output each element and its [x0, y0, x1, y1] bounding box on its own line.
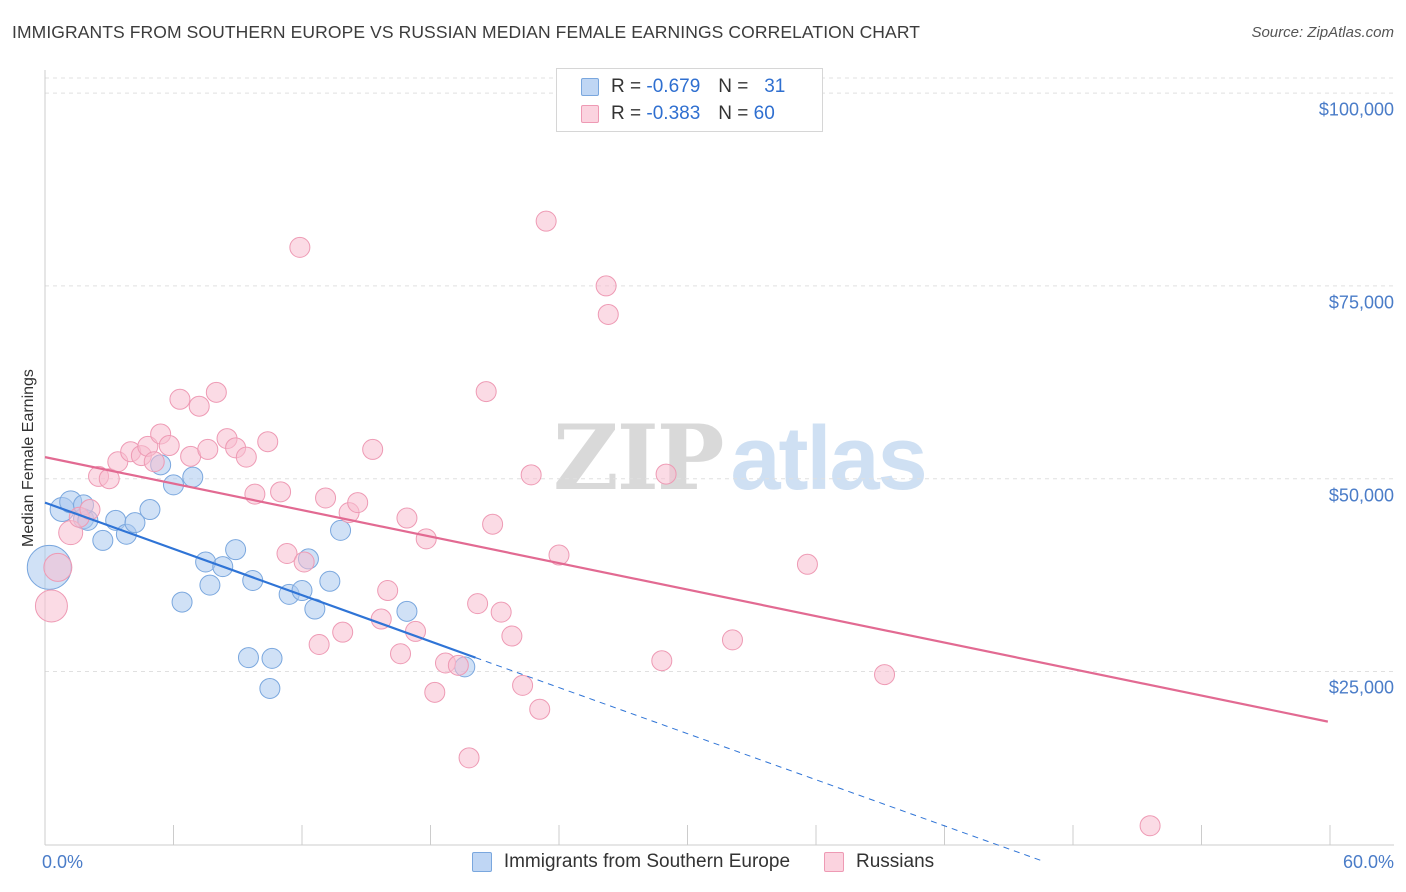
pink-point — [205, 381, 227, 403]
pink-point — [529, 698, 551, 720]
pink-point — [721, 629, 743, 651]
pink-point — [396, 507, 418, 529]
pink-point — [520, 464, 542, 486]
legend-swatch-blue — [581, 78, 599, 96]
pink-point — [257, 431, 279, 453]
legend-n-value: 60 — [753, 103, 775, 124]
y-tick-label: $25,000 — [1328, 677, 1394, 698]
pink-point — [1139, 815, 1161, 837]
pink-point — [501, 625, 523, 647]
legend-swatch-pink — [581, 105, 599, 123]
pink-point — [235, 446, 257, 468]
pink-point — [447, 654, 469, 676]
pink-point — [424, 681, 446, 703]
pink-point — [512, 674, 534, 696]
blue-point — [330, 519, 352, 541]
x-tick-label-min: 0.0% — [42, 852, 84, 872]
legend-item-southern-europe: Immigrants from Southern Europe — [471, 851, 791, 873]
pink-point — [597, 303, 619, 325]
pink-point — [293, 551, 315, 573]
legend-swatch-blue — [471, 852, 492, 872]
pink-point — [276, 543, 298, 565]
legend-label: Immigrants from Southern Europe — [503, 851, 791, 872]
blue-trend-line — [44, 501, 476, 659]
legend-row-russians: R = -0.383 N = 60 — [581, 101, 775, 127]
watermark: ZIPatlas — [553, 405, 928, 511]
legend-r-value: -0.383 — [646, 103, 701, 124]
blue-point — [139, 499, 161, 521]
x-tick-label-max: 60.0% — [1342, 852, 1394, 872]
pink-point — [377, 580, 399, 602]
legend-item-russians: Russians — [824, 851, 934, 873]
y-tick-label: $100,000 — [1318, 99, 1394, 120]
legend-r-value: -0.679 — [646, 76, 701, 97]
blue-point — [261, 647, 283, 669]
pink-point — [482, 513, 504, 535]
blue-point — [259, 677, 281, 699]
pink-point — [655, 463, 677, 485]
pink-point — [169, 388, 191, 410]
legend-swatch-pink — [824, 852, 845, 872]
pink-point — [415, 528, 437, 550]
pink-trend-line — [44, 456, 1329, 723]
blue-point — [182, 466, 204, 488]
pink-point — [332, 621, 354, 643]
pink-point — [595, 275, 617, 297]
legend-n-label: N = — [718, 76, 749, 97]
blue-point — [92, 529, 114, 551]
pink-point — [490, 601, 512, 623]
legend-label: Russians — [856, 851, 935, 872]
pink-point — [188, 395, 210, 417]
legend-n-label: N = — [718, 103, 749, 124]
watermark-zip: ZIP — [553, 405, 724, 511]
pink-point — [796, 553, 818, 575]
pink-point — [197, 438, 219, 460]
pink-point — [347, 492, 369, 514]
pink-point — [143, 451, 165, 473]
series-legend: Immigrants from Southern Europe Russians — [0, 851, 1406, 873]
pink-point — [390, 643, 412, 665]
blue-point — [199, 574, 221, 596]
pink-point — [289, 236, 311, 258]
blue-point — [319, 570, 341, 592]
pink-point — [475, 381, 497, 403]
pink-point — [651, 650, 673, 672]
y-tick-label: $50,000 — [1328, 485, 1394, 506]
pink-point — [158, 435, 180, 457]
chart-title: IMMIGRANTS FROM SOUTHERN EUROPE VS RUSSI… — [12, 22, 921, 42]
pink-point — [308, 634, 330, 656]
blue-point — [237, 647, 259, 669]
pink-point — [458, 747, 480, 769]
legend-row-southern-europe: R = -0.679 N = 31 — [581, 74, 785, 100]
blue-point — [171, 591, 193, 613]
source-label: Source: ZipAtlas.com — [1251, 24, 1394, 41]
blue-point — [124, 512, 146, 534]
pink-point — [270, 481, 292, 503]
legend-r-label: R = — [611, 76, 642, 97]
stats-legend: R = -0.679 N = 31 R = -0.383 N = 60 — [556, 68, 823, 132]
pink-point — [34, 589, 68, 623]
y-tick-label: $75,000 — [1328, 292, 1394, 313]
blue-trend-extension — [475, 657, 1042, 861]
pink-point — [43, 552, 73, 582]
pink-point — [315, 487, 337, 509]
legend-n-value: 31 — [764, 76, 786, 97]
pink-point — [467, 593, 489, 615]
watermark-atlas: atlas — [730, 409, 927, 509]
blue-point — [225, 539, 247, 561]
blue-point — [396, 600, 418, 622]
pink-point — [874, 664, 896, 686]
y-axis-label: Median Female Earnings — [20, 369, 37, 547]
pink-point — [548, 544, 570, 566]
legend-r-label: R = — [611, 103, 642, 124]
pink-point — [535, 210, 557, 232]
pink-point — [362, 438, 384, 460]
pink-point — [98, 468, 120, 490]
